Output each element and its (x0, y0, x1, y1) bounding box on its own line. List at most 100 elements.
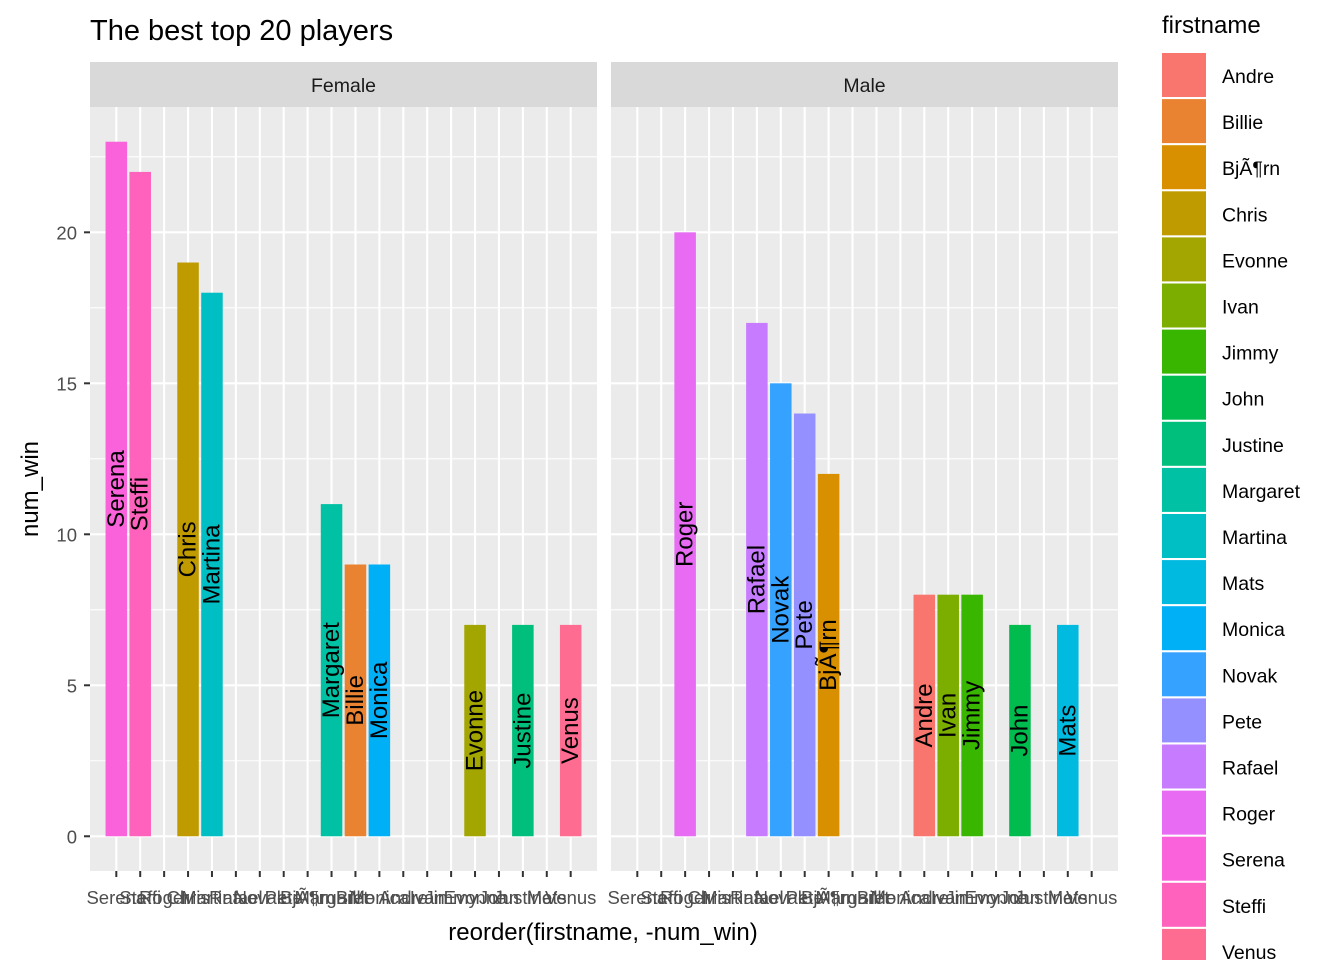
legend-item-venus: Venus (1162, 928, 1276, 960)
legend-swatch (1162, 560, 1206, 605)
bar-venus (559, 624, 582, 837)
legend-item-monica: Monica (1162, 606, 1285, 651)
x-tick-label: Rafael (730, 887, 783, 908)
legend-label: Monica (1222, 619, 1285, 641)
x-tick-label: Mats (1048, 887, 1088, 908)
x-tick-label: Chris (687, 887, 730, 908)
y-tick-label: 0 (67, 826, 77, 847)
legend-label: Justine (1222, 435, 1284, 457)
legend-item-billie: Billie (1162, 99, 1263, 144)
x-tick-label: Roger (139, 887, 189, 908)
x-tick-label: Billie (857, 887, 896, 908)
legend-label: Chris (1222, 204, 1268, 226)
legend-swatch (1162, 53, 1206, 97)
x-tick-label: Serena (607, 887, 667, 908)
legend: firstname Andre Billie BjÃ¶rn Chris Evonne Iv… (1162, 12, 1301, 960)
legend-swatch (1162, 606, 1206, 651)
x-tick-label: Novak (234, 887, 287, 908)
bar-bjã¶rn (817, 473, 840, 837)
x-tick-label: Margaret (295, 887, 369, 908)
legend-swatch (1162, 744, 1206, 789)
bar-label: John (1006, 705, 1033, 757)
legend-item-chris: Chris (1162, 191, 1268, 236)
bar-monica (368, 564, 391, 837)
y-tick-label: 15 (56, 373, 77, 394)
x-tick-label: Andre (379, 887, 428, 908)
x-tick-label: Venus (545, 887, 596, 908)
legend-item-rafael: Rafael (1162, 744, 1278, 789)
x-tick-label: Venus (1066, 887, 1117, 908)
legend-swatch (1162, 283, 1206, 328)
x-tick-label: BjÃ¶rn (280, 887, 335, 908)
legend-swatch (1162, 145, 1206, 190)
bar-label: Novak (767, 575, 794, 644)
facet-strip (611, 62, 1118, 107)
legend-swatch (1162, 237, 1206, 282)
legend-swatch (1162, 329, 1206, 374)
x-tick-label: Chris (166, 887, 209, 908)
facet-panel-female: FemaleSerenaSteffiChrisMartinaMargaretBi… (86, 62, 597, 908)
x-tick-label: Ivan (931, 887, 966, 908)
y-tick-label: 10 (56, 524, 77, 545)
bar-margaret (320, 504, 343, 837)
legend-item-serena: Serena (1162, 836, 1285, 881)
bar-pete (793, 413, 816, 837)
legend-swatch (1162, 698, 1206, 743)
legend-label: Roger (1222, 804, 1276, 826)
bar-label: Ivan (935, 693, 962, 738)
legend-swatch (1162, 836, 1206, 881)
bar-roger (674, 232, 696, 837)
bar-john (1009, 624, 1031, 837)
legend-label: Rafael (1222, 758, 1278, 780)
facet-panel-male: MaleRogerRafaelNovakPeteBjÃ¶rnAndreIvanJ… (607, 62, 1118, 908)
legend-label: Serena (1222, 850, 1285, 872)
legend-label: BjÃ¶rn (1222, 156, 1280, 180)
bar-label: Steffi (127, 477, 154, 531)
x-tick-label: John (1000, 887, 1040, 908)
bar-label: Serena (103, 450, 130, 528)
x-tick-label: Monica (871, 887, 931, 908)
legend-item-steffi: Steffi (1162, 882, 1266, 927)
legend-item-ivan: Ivan (1162, 283, 1259, 328)
bar-novak (770, 383, 792, 837)
x-tick-label: John (479, 887, 519, 908)
legend-item-margaret: Margaret (1162, 467, 1301, 512)
bar-rafael (746, 322, 768, 837)
facet-panels: FemaleSerenaSteffiChrisMartinaMargaretBi… (86, 62, 1118, 908)
bar-label: Pete (791, 600, 818, 649)
x-tick-label: Ivan (410, 887, 445, 908)
legend-label: Billie (1222, 112, 1263, 134)
legend-label: Margaret (1222, 481, 1301, 503)
legend-label: Andre (1222, 66, 1274, 88)
x-tick-label: Jimmy (945, 887, 999, 908)
legend-item-mats: Mats (1162, 560, 1265, 605)
x-tick-label: Martina (181, 887, 243, 908)
x-tick-label: Roger (660, 887, 710, 908)
legend-item-john: John (1162, 375, 1264, 420)
legend-swatch (1162, 467, 1206, 512)
facet-strip (90, 62, 597, 107)
bar-label: Mats (1054, 705, 1081, 757)
x-tick-label: Margaret (816, 887, 890, 908)
legend-item-justine: Justine (1162, 421, 1284, 466)
legend-items: Andre Billie BjÃ¶rn Chris Evonne Ivan Jimmy Joh… (1162, 53, 1301, 960)
x-tick-label: Rafael (209, 887, 262, 908)
bar-label: Andre (911, 683, 938, 747)
legend-item-novak: Novak (1162, 652, 1278, 697)
bar-label: Margaret (318, 622, 345, 718)
legend-swatch (1162, 882, 1206, 927)
bar-label: Monica (366, 661, 393, 739)
bar-chris (177, 262, 199, 837)
bar-label: Jimmy (959, 681, 986, 750)
bar-label: Rafael (743, 545, 770, 614)
facet-strip-label: Male (843, 75, 885, 97)
legend-swatch (1162, 191, 1206, 236)
legend-label: Novak (1222, 665, 1278, 687)
legend-item-pete: Pete (1162, 698, 1262, 743)
bar-label: Roger (672, 502, 699, 567)
bar-billie (344, 564, 367, 837)
x-tick-label: Billie (336, 887, 375, 908)
legend-label: Pete (1222, 711, 1262, 733)
bar-mats (1057, 624, 1079, 837)
